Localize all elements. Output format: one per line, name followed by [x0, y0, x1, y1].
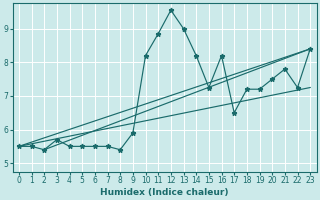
X-axis label: Humidex (Indice chaleur): Humidex (Indice chaleur) — [100, 188, 229, 197]
